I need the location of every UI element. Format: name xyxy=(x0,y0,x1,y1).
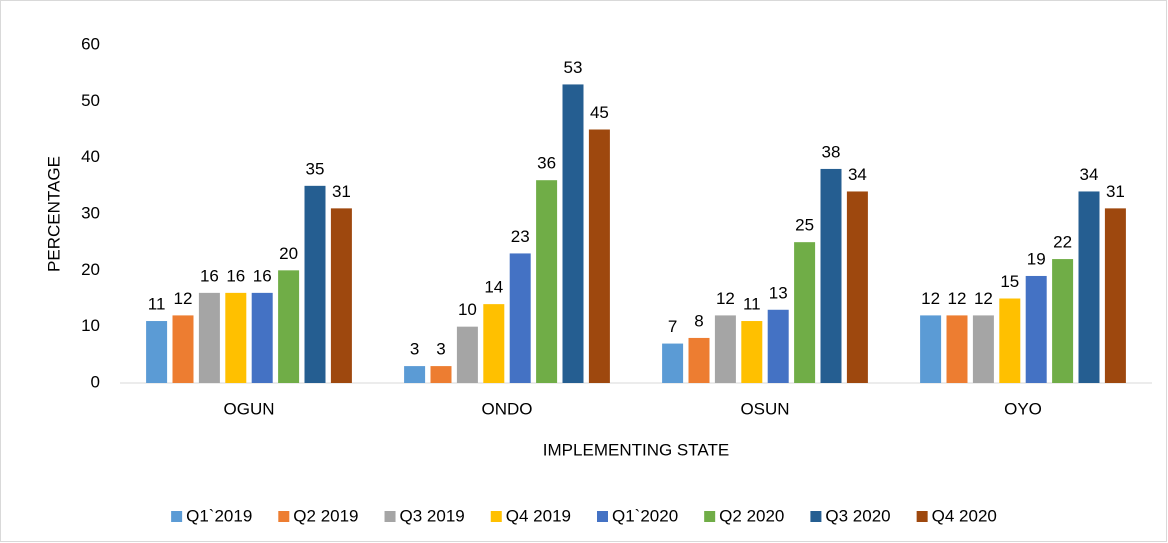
bar xyxy=(251,292,273,383)
legend-swatch xyxy=(704,511,716,522)
y-tick-label: 60 xyxy=(81,34,100,53)
data-label: 35 xyxy=(306,159,325,178)
bar xyxy=(714,315,736,383)
bar xyxy=(820,168,842,383)
data-label: 38 xyxy=(822,142,841,161)
legend-swatch xyxy=(490,511,502,522)
bar xyxy=(1078,191,1100,383)
data-label: 25 xyxy=(795,216,814,235)
bar xyxy=(456,326,478,383)
y-tick-label: 20 xyxy=(81,260,100,279)
bar xyxy=(662,343,684,383)
bar xyxy=(1104,208,1126,383)
data-label: 11 xyxy=(148,295,166,314)
bar xyxy=(588,129,610,383)
bar xyxy=(536,180,558,383)
data-label: 10 xyxy=(458,300,477,319)
data-label: 23 xyxy=(511,227,530,246)
data-label: 34 xyxy=(1080,165,1099,184)
data-label: 34 xyxy=(848,165,867,184)
bar xyxy=(562,84,584,383)
data-label: 16 xyxy=(200,266,219,285)
bar xyxy=(330,208,352,383)
x-tick-label: OSUN xyxy=(740,399,789,418)
data-label: 22 xyxy=(1053,233,1072,252)
bar xyxy=(741,321,763,383)
data-label: 45 xyxy=(590,103,609,122)
legend-label: Q4 2020 xyxy=(932,506,997,525)
legend-swatch xyxy=(916,511,928,522)
bar xyxy=(1025,275,1047,383)
bar xyxy=(225,292,247,383)
bar xyxy=(430,366,452,383)
bar xyxy=(1052,259,1074,383)
data-label: 36 xyxy=(537,154,556,173)
bar xyxy=(198,292,220,383)
legend-label: Q2 2020 xyxy=(719,506,784,525)
data-label: 3 xyxy=(410,340,419,359)
y-tick-label: 0 xyxy=(91,372,100,391)
bar xyxy=(172,315,194,383)
x-tick-label: ONDO xyxy=(482,399,533,418)
data-label: 16 xyxy=(226,266,245,285)
legend-swatch xyxy=(171,511,183,522)
data-label: 16 xyxy=(253,266,272,285)
bar xyxy=(146,321,168,383)
legend-label: Q1`2019 xyxy=(186,506,252,525)
bar xyxy=(483,304,505,383)
data-label: 14 xyxy=(484,278,503,297)
legend-swatch xyxy=(810,511,822,522)
y-axis-title: PERCENTAGE xyxy=(44,156,63,272)
x-axis-title: IMPLEMENTING STATE xyxy=(543,440,729,459)
y-tick-label: 50 xyxy=(81,91,100,110)
data-label: 31 xyxy=(1106,182,1125,201)
legend-label: Q3 2019 xyxy=(400,506,465,525)
bar xyxy=(999,298,1021,383)
legend-swatch xyxy=(278,511,290,522)
data-label: 12 xyxy=(921,289,940,308)
data-label: 11 xyxy=(743,295,761,314)
bar xyxy=(278,270,300,383)
bar xyxy=(767,309,789,383)
bar xyxy=(846,191,868,383)
legend-label: Q3 2020 xyxy=(825,506,890,525)
data-label: 13 xyxy=(769,283,788,302)
bar xyxy=(509,253,531,383)
data-label: 31 xyxy=(332,182,351,201)
data-label: 7 xyxy=(668,317,677,336)
bar xyxy=(946,315,968,383)
data-label: 3 xyxy=(436,340,445,359)
data-label: 12 xyxy=(716,289,735,308)
data-label: 12 xyxy=(948,289,967,308)
bar xyxy=(972,315,994,383)
bar xyxy=(304,185,326,383)
data-label: 12 xyxy=(174,289,193,308)
data-label: 53 xyxy=(564,58,583,77)
legend-label: Q4 2019 xyxy=(506,506,571,525)
x-tick-label: OYO xyxy=(1004,399,1042,418)
data-label: 15 xyxy=(1000,272,1019,291)
data-label: 8 xyxy=(694,311,703,330)
data-label: 12 xyxy=(974,289,993,308)
legend-swatch xyxy=(384,511,396,522)
legend-label: Q2 2019 xyxy=(293,506,358,525)
x-tick-label: OGUN xyxy=(224,399,275,418)
bar xyxy=(404,366,426,383)
bar xyxy=(688,337,710,383)
y-tick-label: 30 xyxy=(81,203,100,222)
y-tick-label: 10 xyxy=(81,316,100,335)
data-label: 20 xyxy=(279,244,298,263)
legend-swatch xyxy=(597,511,608,522)
bar xyxy=(794,242,816,383)
legend-label: Q1`2020 xyxy=(612,506,678,525)
data-label: 19 xyxy=(1027,249,1046,268)
y-tick-label: 40 xyxy=(81,147,100,166)
bar xyxy=(920,315,942,383)
